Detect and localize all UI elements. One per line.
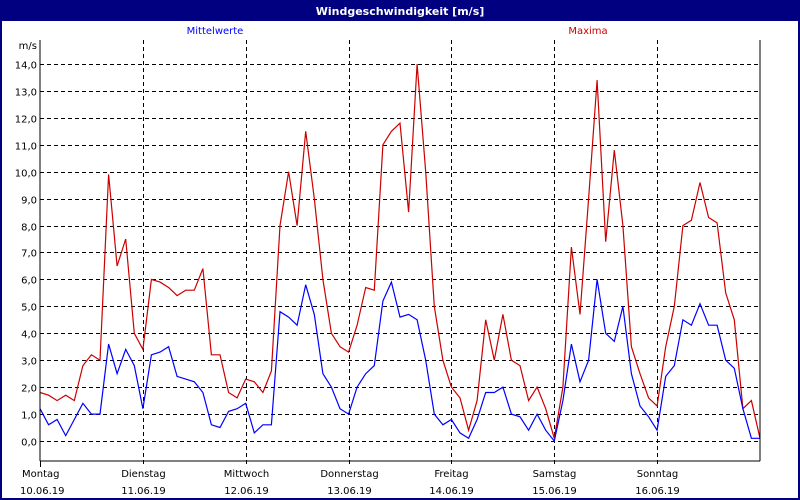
x-date-label: 15.06.19 (532, 486, 577, 497)
y-tick-label: 14,0 (15, 61, 37, 72)
x-date-label: 14.06.19 (429, 486, 474, 497)
y-tick-label: 8,0 (21, 223, 37, 234)
y-axis-unit: m/s (19, 41, 37, 52)
x-day-label: Sonntag (637, 469, 679, 480)
y-tick-label: 7,0 (21, 249, 37, 260)
legend-mittelwerte: Mittelwerte (187, 26, 244, 37)
y-tick-label: 4,0 (21, 330, 37, 341)
y-tick-label: 2,0 (21, 384, 37, 395)
series-line-maxima (39, 63, 761, 439)
x-date-label: 16.06.19 (635, 486, 680, 497)
x-day-label: Montag (22, 469, 59, 480)
y-tick-label: 13,0 (15, 88, 37, 99)
x-date-label: 12.06.19 (224, 486, 269, 497)
x-date-label: 10.06.19 (20, 486, 65, 497)
y-tick-label: 12,0 (15, 115, 37, 126)
y-tick-label: 6,0 (21, 276, 37, 287)
x-date-label: 13.06.19 (327, 486, 372, 497)
y-tick-label: 3,0 (21, 357, 37, 368)
x-day-label: Samstag (533, 469, 577, 480)
y-tick-label: 5,0 (21, 303, 37, 314)
y-tick-label: 1,0 (21, 411, 37, 422)
y-tick-label: 9,0 (21, 196, 37, 207)
x-date-label: 11.06.19 (121, 486, 166, 497)
y-tick-label: 0,0 (21, 438, 37, 449)
x-day-label: Freitag (434, 469, 468, 480)
legend-maxima: Maxima (568, 26, 607, 37)
title-bar: Windgeschwindigkeit [m/s] (2, 2, 798, 21)
x-day-label: Donnerstag (320, 469, 378, 480)
y-tick-label: 10,0 (15, 169, 37, 180)
x-day-label: Mittwoch (224, 469, 269, 480)
series-line-mittelwerte (39, 279, 760, 443)
y-tick-label: 11,0 (15, 142, 37, 153)
x-day-label: Dienstag (121, 469, 166, 480)
